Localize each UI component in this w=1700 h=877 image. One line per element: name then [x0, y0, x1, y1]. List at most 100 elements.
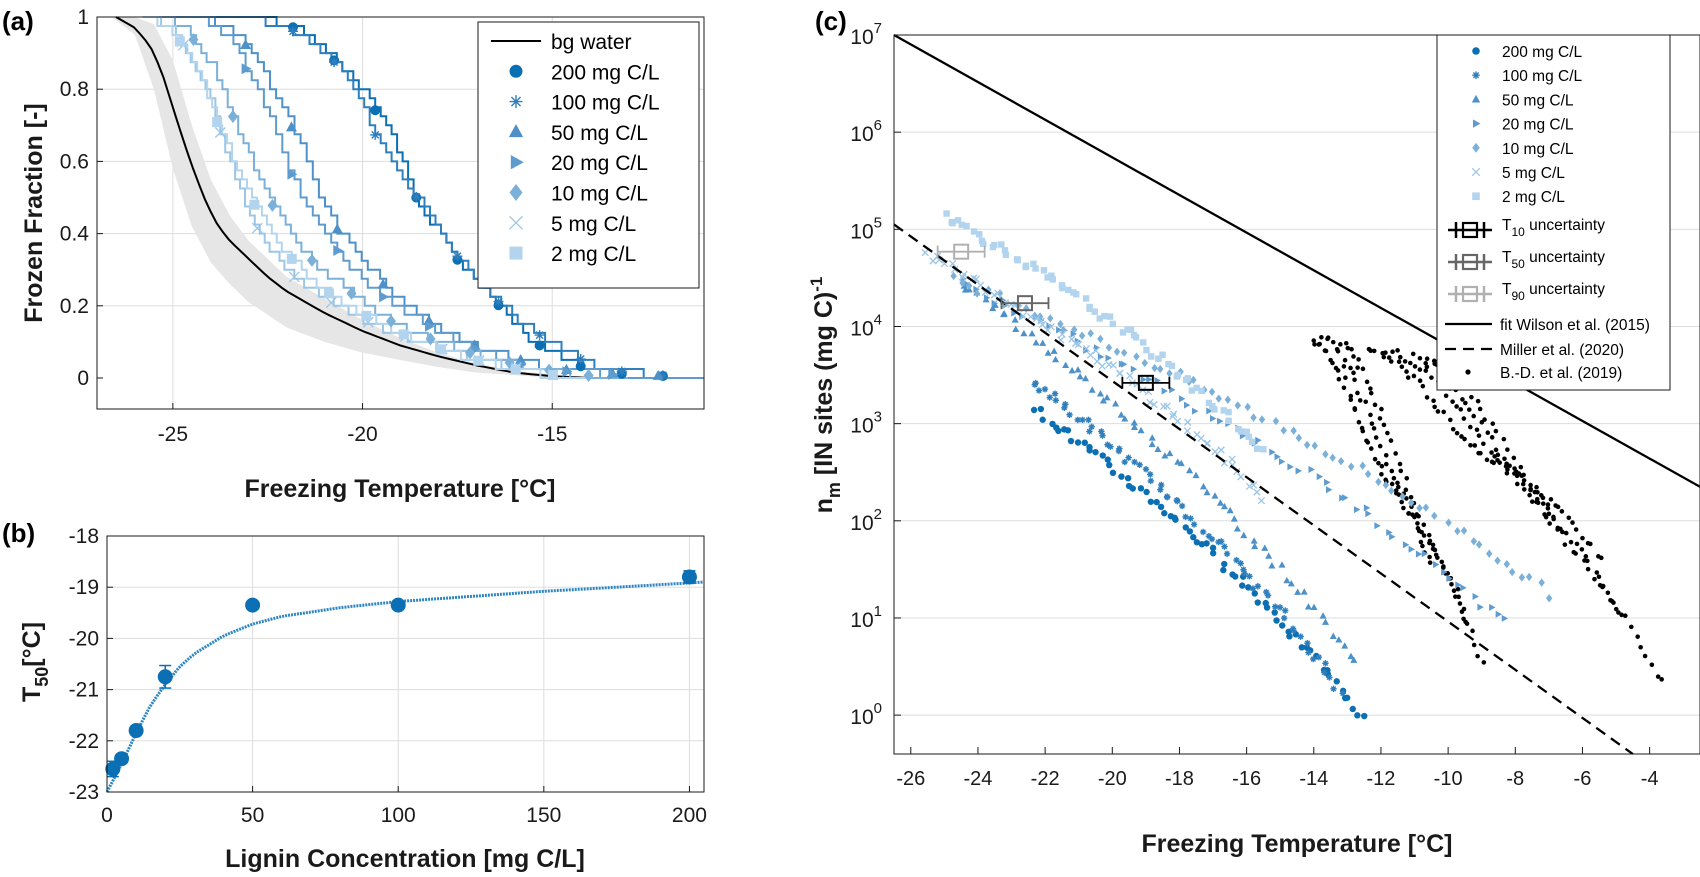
panel-c-legend-box: [1436, 34, 1671, 391]
panel-c-legend-marker: [1472, 71, 1480, 79]
panel-c-point-100-mg-C-L: [1330, 685, 1337, 693]
panel-c-point-100-mg-C-L: [1221, 543, 1228, 550]
panel-b-y-label-unit: [°C]: [18, 622, 46, 667]
panel-c-point-100-mg-C-L: [1061, 404, 1068, 412]
panel-c-point-200-mg-C-L: [1104, 456, 1111, 463]
panel-c-ytick-base: 10: [850, 26, 873, 49]
panel-c-point-10-mg-C-L: [1047, 314, 1054, 323]
panel-c-point-10-mg-C-L: [1303, 440, 1311, 450]
panel-c-bd-point: [1566, 515, 1572, 521]
panel-c-point-2-mg-C-L: [958, 221, 966, 229]
panel-c-bd-point: [1335, 348, 1341, 354]
panel-c-point-100-mg-C-L: [1187, 515, 1194, 522]
panel-c-point-20-mg-C-L: [1421, 550, 1429, 558]
panel-c-ytick-exp: 7: [874, 20, 882, 37]
panel-c-point-20-mg-C-L: [1477, 603, 1484, 611]
panel-c-bd-point: [1461, 616, 1466, 622]
panel-c-point-5-mg-C-L: [1237, 473, 1245, 481]
panel-c-point-5-mg-C-L: [1047, 323, 1055, 331]
panel-c-point-50-mg-C-L: [1203, 488, 1211, 496]
panel-c-point-2-mg-C-L: [1132, 334, 1140, 341]
panel-c-bd-point: [1481, 660, 1487, 665]
panel-c-point-2-mg-C-L: [970, 228, 978, 235]
panel-c-point-2-mg-C-L: [1048, 272, 1055, 279]
panel-c-bd-point: [1397, 461, 1403, 467]
panel-c-bd-point: [1461, 416, 1467, 421]
panel-c-xtick-label: -8: [1506, 768, 1524, 790]
panel-a-xtick-label: -15: [537, 423, 567, 446]
panel-c-bd-point: [1404, 369, 1409, 374]
panel-c-bd-point: [1411, 373, 1417, 379]
panel-c-point-50-mg-C-L: [1103, 394, 1111, 401]
panel-b-xtick-label: 100: [381, 804, 416, 827]
panel-c-bd-point: [1408, 494, 1414, 500]
panel-c-ytick-base: 10: [850, 220, 873, 243]
panel-c-bd-point: [1527, 492, 1532, 498]
panel-c-point-20-mg-C-L: [1295, 467, 1302, 475]
panel-c-xtick-label: -10: [1434, 768, 1463, 790]
panel-c-point-50-mg-C-L: [1341, 642, 1349, 649]
panel-c-bd-point: [1417, 378, 1423, 384]
panel-c-point-10-mg-C-L: [1105, 343, 1113, 352]
panel-a-marker: [575, 354, 586, 365]
panel-c-bd-point: [1360, 366, 1366, 372]
panel-c-point-5-mg-C-L: [1203, 439, 1211, 447]
panel-a-marker: [240, 38, 252, 49]
panel-a-marker: [547, 370, 558, 381]
panel-c-bd-point: [1412, 364, 1418, 369]
panel-c-point-50-mg-C-L: [1052, 355, 1060, 363]
panel-c-point-2-mg-C-L: [1096, 315, 1103, 322]
panel-c-bd-point: [1596, 574, 1602, 580]
panel-c-bd-point: [1385, 430, 1390, 436]
panel-c-point-5-mg-C-L: [1126, 372, 1134, 380]
panel-c-point-10-mg-C-L: [1120, 348, 1128, 357]
panel-c-point-100-mg-C-L: [1035, 387, 1043, 394]
panel-c-point-200-mg-C-L: [1157, 503, 1165, 511]
panel-c-point-200-mg-C-L: [1106, 461, 1113, 469]
panel-c-bd-point: [1418, 539, 1424, 545]
panel-c-point-100-mg-C-L: [1086, 428, 1093, 435]
panel-c-point-100-mg-C-L: [1233, 556, 1240, 564]
panel-c-bd-point: [1383, 452, 1389, 458]
panel-c-ytick-label: 102: [850, 506, 882, 535]
panel-c-bd-point: [1371, 348, 1377, 354]
panel-c-point-200-mg-C-L: [1064, 427, 1072, 434]
panel-c-point-20-mg-C-L: [1472, 592, 1479, 601]
panel-b-x-axis-label: Lignin Concentration [mg C/L]: [225, 845, 585, 873]
panel-c-bd-point: [1417, 367, 1423, 372]
panel-c-point-20-mg-C-L: [991, 299, 998, 307]
panel-c-point-2-mg-C-L: [991, 241, 998, 249]
panel-c-point-200-mg-C-L: [1030, 406, 1038, 414]
panel-c-bd-point: [1468, 424, 1473, 430]
panel-c-point-20-mg-C-L: [1011, 309, 1018, 317]
panel-c-bd-point: [1579, 547, 1585, 552]
panel-c-point-5-mg-C-L: [1037, 317, 1045, 325]
panel-c-bd-point: [1373, 435, 1379, 440]
panel-c-point-20-mg-C-L: [1316, 473, 1324, 481]
panel-c-bd-point: [1335, 368, 1341, 373]
panel-c-point-10-mg-C-L: [1518, 573, 1526, 582]
panel-c-xtick-label: -6: [1574, 768, 1592, 790]
panel-c-bd-point: [1341, 364, 1347, 369]
panel-c-point-10-mg-C-L: [1208, 387, 1216, 396]
panel-c-point-10-mg-C-L: [996, 289, 1004, 298]
panel-c-point-100-mg-C-L: [1241, 570, 1248, 577]
panel-c-point-20-mg-C-L: [983, 294, 991, 302]
panel-c-legend-t: T: [1502, 281, 1512, 298]
panel-c-point-50-mg-C-L: [1177, 459, 1185, 467]
panel-c-bd-point: [1435, 555, 1440, 560]
panel-c-point-2-mg-C-L: [1148, 353, 1155, 360]
panel-c-point-20-mg-C-L: [1146, 376, 1153, 384]
panel-c-point-200-mg-C-L: [1074, 439, 1082, 446]
panel-c-point-50-mg-C-L: [1310, 603, 1318, 611]
panel-c-point-50-mg-C-L: [1068, 366, 1076, 374]
panel-c-point-50-mg-C-L: [1350, 656, 1358, 663]
panel-c-bd-point: [1570, 520, 1575, 525]
panel-c-point-2-mg-C-L: [1220, 407, 1227, 414]
panel-c-nm: -26 -24 -22 -20 -18 -16 -14 -12 -10 -8 -6 -41001011…: [807, 20, 1700, 858]
panel-c-bd-point: [1377, 416, 1383, 421]
panel-a-bg-water-band: [112, 17, 553, 378]
panel-c-point-200-mg-C-L: [1118, 473, 1125, 480]
panel-c-bd-point: [1619, 612, 1624, 618]
panel-a-marker: [377, 278, 389, 289]
